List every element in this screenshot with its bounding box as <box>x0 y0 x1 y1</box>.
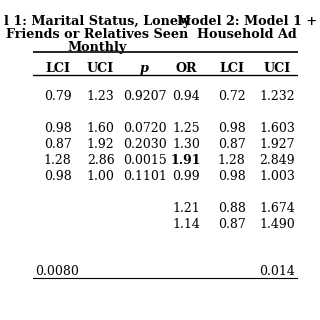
Text: 0.72: 0.72 <box>218 90 245 103</box>
Text: 1.232: 1.232 <box>260 90 295 103</box>
Text: LCI: LCI <box>219 62 244 75</box>
Text: 0.87: 0.87 <box>218 138 245 151</box>
Text: 0.0015: 0.0015 <box>123 154 166 167</box>
Text: 0.87: 0.87 <box>44 138 71 151</box>
Text: 1.30: 1.30 <box>172 138 200 151</box>
Text: Household Ad: Household Ad <box>197 28 296 41</box>
Text: 1.91: 1.91 <box>171 154 201 167</box>
Text: 0.87: 0.87 <box>218 218 245 231</box>
Text: 0.0080: 0.0080 <box>36 265 79 278</box>
Text: 1.14: 1.14 <box>172 218 200 231</box>
Text: 1.28: 1.28 <box>44 154 71 167</box>
Text: 0.98: 0.98 <box>44 170 71 183</box>
Text: 0.98: 0.98 <box>44 122 71 135</box>
Text: l 1: Marital Status, Lonely: l 1: Marital Status, Lonely <box>4 15 190 28</box>
Text: 0.1101: 0.1101 <box>123 170 166 183</box>
Text: 1.21: 1.21 <box>172 202 200 215</box>
Text: 1.927: 1.927 <box>260 138 295 151</box>
Text: 0.98: 0.98 <box>218 170 245 183</box>
Text: 1.674: 1.674 <box>260 202 295 215</box>
Text: 1.28: 1.28 <box>218 154 245 167</box>
Text: 1.490: 1.490 <box>260 218 295 231</box>
Text: 1.003: 1.003 <box>259 170 295 183</box>
Text: 0.94: 0.94 <box>172 90 200 103</box>
Text: 1.603: 1.603 <box>259 122 295 135</box>
Text: UCI: UCI <box>264 62 291 75</box>
Text: 0.79: 0.79 <box>44 90 71 103</box>
Text: p: p <box>140 62 149 75</box>
Text: 0.2030: 0.2030 <box>123 138 166 151</box>
Text: 0.9207: 0.9207 <box>123 90 166 103</box>
Text: Monthly: Monthly <box>68 41 127 54</box>
Text: 1.00: 1.00 <box>87 170 115 183</box>
Text: 1.92: 1.92 <box>87 138 115 151</box>
Text: Friends or Relatives Seen: Friends or Relatives Seen <box>6 28 188 41</box>
Text: 1.60: 1.60 <box>87 122 115 135</box>
Text: 1.25: 1.25 <box>172 122 200 135</box>
Text: UCI: UCI <box>87 62 114 75</box>
Text: 0.99: 0.99 <box>172 170 200 183</box>
Text: 0.98: 0.98 <box>218 122 245 135</box>
Text: LCI: LCI <box>45 62 70 75</box>
Text: 0.014: 0.014 <box>259 265 295 278</box>
Text: OR: OR <box>175 62 197 75</box>
Text: 0.88: 0.88 <box>218 202 245 215</box>
Text: Model 2: Model 1 +: Model 2: Model 1 + <box>177 15 317 28</box>
Text: 2.86: 2.86 <box>87 154 115 167</box>
Text: 2.849: 2.849 <box>260 154 295 167</box>
Text: 0.0720: 0.0720 <box>123 122 166 135</box>
Text: 1.23: 1.23 <box>87 90 115 103</box>
